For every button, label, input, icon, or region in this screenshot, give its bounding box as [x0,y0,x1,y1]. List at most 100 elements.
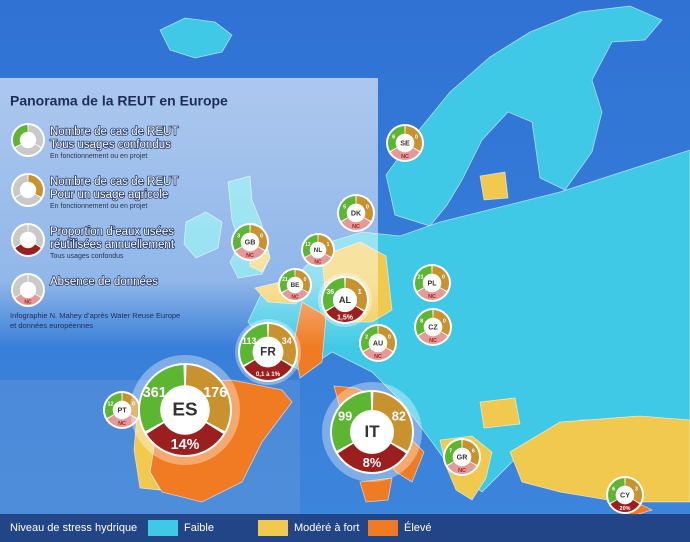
legend-note: En fonctionnement ou en projet [50,153,147,160]
badge-value: 99 [338,408,352,423]
badge-center [351,411,393,453]
badge-segment [338,443,406,473]
badge-code: ES [172,400,197,421]
badge-code: CY [620,491,630,499]
stress-swatch [258,520,288,536]
badge: 6 NC 7 GR [443,438,481,476]
badge-segment [445,440,462,465]
badge-segment [232,225,250,250]
badge-segment [107,414,137,428]
badge-segment [323,278,345,311]
badge-code: BE [291,282,300,289]
badge-code: FR [260,346,276,359]
badge-code: PL [427,279,437,287]
legend-line: Pour un usage agricole [50,189,168,201]
badge-segment [13,225,28,248]
badge-segment [326,306,364,322]
badge: NC [11,273,45,307]
turkey [509,415,690,503]
badge-center [161,386,209,434]
estonia [479,171,509,201]
badge-segment [15,244,41,256]
badge: 0 NC 5 DK [337,194,375,232]
badge-segment [363,347,393,360]
badge-segment [462,440,479,465]
badge-value: 34 [282,336,292,346]
legend-line: Nombre de cas de REUT [50,126,178,138]
badge-value: NC [246,253,254,259]
badge-segment [122,393,139,418]
badge-segment [356,196,373,221]
legend-line: Nombre de cas de REUT [50,176,178,188]
badge-center [616,486,634,504]
legend-line: Tous usages confondus [50,139,171,151]
badge-value: 0 [442,274,445,280]
badge-center [424,318,442,336]
credit: et données européennes [10,321,93,330]
badge: 0 NC 3 GB [231,223,269,261]
stress-label: Faible [184,522,214,534]
badge-center [20,182,36,198]
badge-segment [250,225,267,250]
badge-center [20,132,36,148]
sicily [359,477,393,503]
badge-segment [268,324,296,366]
badge: 1 1,5% 36 AL [318,273,372,327]
badge-center [347,204,365,222]
badge-code: GB [245,238,256,246]
badge-segment [405,126,422,151]
badge-value: 5 [343,204,346,210]
badge-center [287,277,303,293]
badge-center [369,334,387,352]
badge-segment [372,392,412,451]
badge-value: 1,5% [337,314,354,321]
badge-center [241,233,259,251]
title: Panorama de la REUT en Europe [10,93,228,109]
badge-segment [418,331,448,344]
badge-segment [28,125,43,148]
badge [11,173,45,207]
badge-center [310,242,326,258]
badge-value: 3 [635,486,638,492]
stress-label: Modéré à fort [294,522,359,534]
badge-value: 14% [171,437,200,453]
badge-value: 0 [366,204,369,210]
badge-segment [305,254,331,266]
badge-center [453,448,471,466]
badge-value: NC [118,421,126,427]
badge-value: 6 [612,486,615,492]
badge-value: 21 [418,274,424,280]
badge-segment [345,278,367,311]
stress-title: Niveau de stress hydrique [10,522,137,534]
badge-center [20,282,36,298]
badge-value: NC [401,154,409,160]
badge-value: 1 [327,242,330,248]
badge-code: AL [339,295,352,305]
badge-segment [28,225,43,248]
badge-value: 8% [363,455,382,470]
stress-bar [0,514,690,542]
badge-segment [610,499,640,512]
badge-value: NC [428,294,436,300]
badge-value: NC [429,338,437,344]
scandinavia [385,5,663,227]
badge-segment [432,266,449,291]
badge [11,123,45,157]
badge-segment [282,289,308,301]
badge-segment [302,235,318,258]
badge-segment [414,266,432,291]
legend-line: réutilisées annuellement [50,239,175,251]
badge-value: NC [352,224,360,230]
badge-value: 7 [449,448,452,454]
badge-segment [361,326,378,351]
badge-value: 8 [420,318,423,324]
badge: 0 NC 2 AU [359,324,397,362]
badge-segment [387,126,405,151]
legend-panel [0,78,378,348]
badge-segment [280,270,295,293]
badge-value: 361 [143,385,167,401]
badge-segment [12,175,28,198]
badge-code: AU [373,339,383,347]
credit: Infographie N. Mahey d’après Water Reuse… [10,311,180,320]
badge-segment [185,365,230,432]
